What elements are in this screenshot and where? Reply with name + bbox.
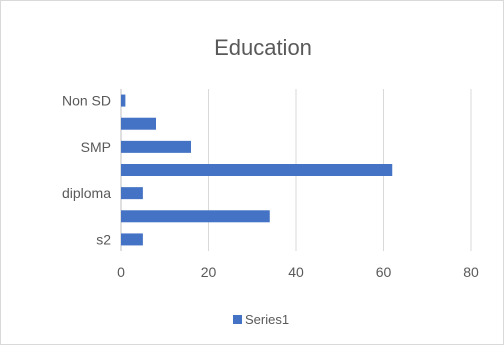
bar-s2 bbox=[121, 233, 143, 246]
x-tick-0: 0 bbox=[117, 264, 125, 280]
category-label-non-sd: Non SD bbox=[62, 93, 111, 109]
bar-diploma bbox=[121, 187, 143, 200]
bar-non-sd bbox=[121, 94, 126, 107]
legend: Series1 bbox=[233, 312, 289, 327]
category-label-smp: SMP bbox=[81, 139, 111, 155]
legend-swatch-series1 bbox=[233, 315, 242, 324]
category-label-s2: s2 bbox=[96, 231, 111, 247]
bars bbox=[121, 94, 393, 246]
x-tick-20: 20 bbox=[201, 264, 217, 280]
x-tick-80: 80 bbox=[463, 264, 479, 280]
category-label-diploma: diploma bbox=[62, 185, 111, 201]
bar-s1 bbox=[121, 210, 270, 223]
bar-smp bbox=[121, 140, 191, 153]
x-tick-labels: 0 20 40 60 80 bbox=[117, 264, 479, 280]
legend-label-series1: Series1 bbox=[245, 312, 289, 327]
chart-title: Education bbox=[214, 35, 312, 60]
x-tick-40: 40 bbox=[288, 264, 304, 280]
x-tick-60: 60 bbox=[376, 264, 392, 280]
bar-sma bbox=[121, 164, 393, 176]
bar-sd bbox=[121, 117, 156, 130]
category-labels: Non SD SMP diploma s2 bbox=[62, 93, 111, 248]
